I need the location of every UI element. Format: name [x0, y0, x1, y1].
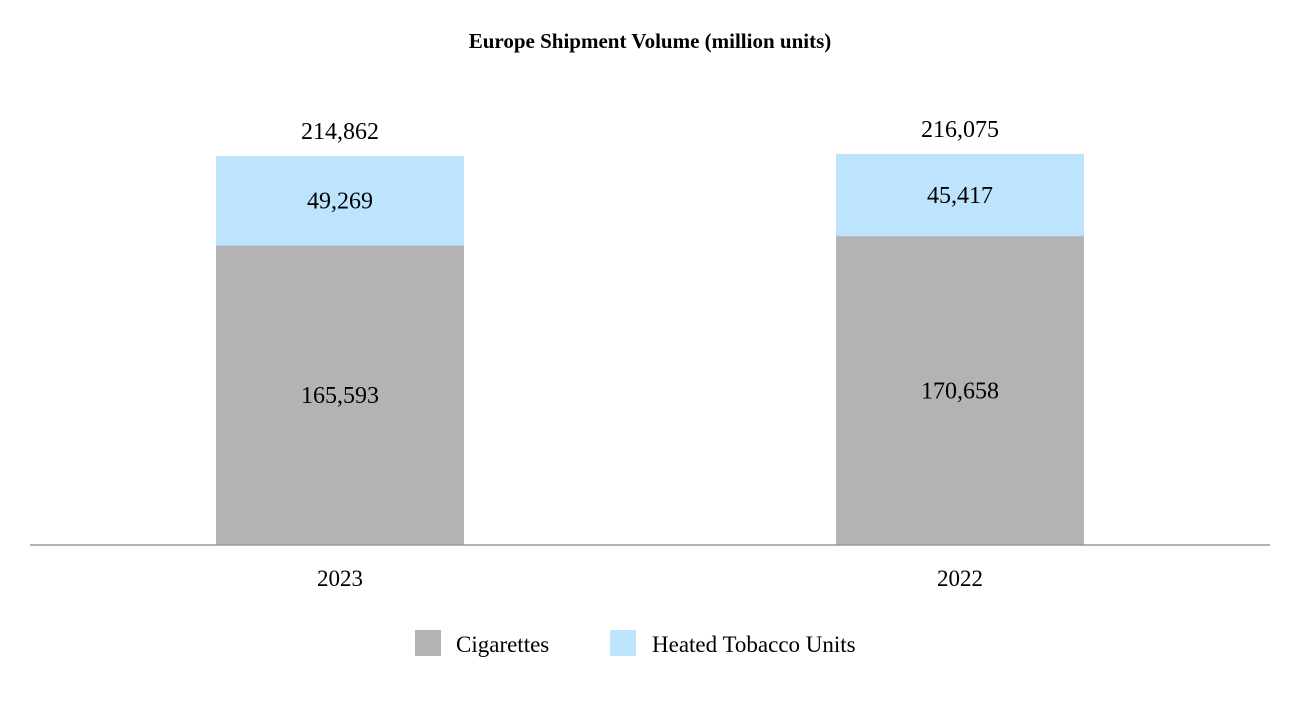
data-label: 45,417 [927, 183, 993, 209]
total-label: 216,075 [921, 117, 999, 143]
bar-heated-tobacco-units-2023 [216, 156, 464, 246]
data-label: 49,269 [307, 189, 373, 215]
bar-cigarettes-2022 [836, 236, 1084, 546]
legend-label-cigarettes: Cigarettes [456, 632, 549, 657]
legend-label-heated-tobacco: Heated Tobacco Units [652, 632, 856, 657]
bar-heated-tobacco-units-2022 [836, 153, 1084, 237]
x-tick-label: 2022 [937, 566, 983, 591]
chart-title: Europe Shipment Volume (million units) [469, 29, 832, 53]
bars: 165,593 49,269 214,862 2023 170,658 45,417 216… [216, 117, 1084, 591]
legend-swatch-heated-tobacco [610, 630, 636, 656]
legend: Cigarettes Heated Tobacco Units [415, 630, 856, 657]
total-label: 214,862 [301, 119, 379, 145]
x-tick-label: 2023 [317, 566, 363, 591]
bar-cigarettes-2023 [216, 245, 464, 545]
data-label: 170,658 [921, 379, 999, 405]
data-label: 165,593 [301, 383, 379, 409]
legend-swatch-cigarettes [415, 630, 441, 656]
